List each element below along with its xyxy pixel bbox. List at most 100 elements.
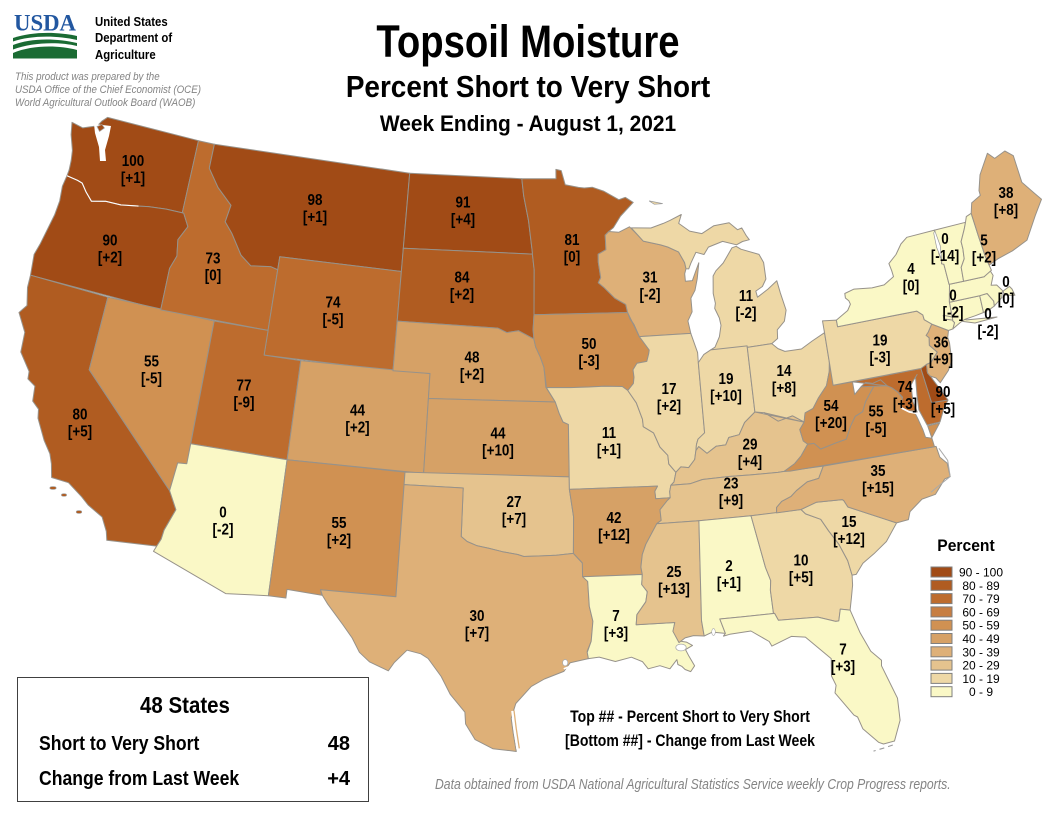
svg-text:0: 0 bbox=[984, 306, 991, 323]
svg-text:[-2]: [-2] bbox=[943, 305, 964, 322]
svg-text:[+10]: [+10] bbox=[482, 443, 514, 460]
svg-text:50: 50 bbox=[582, 336, 597, 353]
svg-text:19: 19 bbox=[719, 371, 734, 388]
svg-text:7: 7 bbox=[839, 642, 846, 659]
svg-text:[+1]: [+1] bbox=[717, 575, 741, 592]
svg-text:55: 55 bbox=[869, 404, 884, 421]
svg-text:0: 0 bbox=[949, 288, 956, 305]
svg-text:0: 0 bbox=[219, 505, 226, 522]
svg-text:91: 91 bbox=[456, 195, 471, 212]
svg-text:[+2]: [+2] bbox=[98, 250, 122, 267]
svg-text:[+7]: [+7] bbox=[465, 625, 489, 642]
svg-text:[+12]: [+12] bbox=[833, 531, 865, 548]
svg-text:0 - 9: 0 - 9 bbox=[969, 685, 993, 699]
svg-text:[+2]: [+2] bbox=[460, 367, 484, 384]
svg-text:90: 90 bbox=[936, 384, 951, 401]
svg-text:73: 73 bbox=[206, 251, 221, 268]
svg-text:[+1]: [+1] bbox=[121, 170, 145, 187]
svg-text:[+15]: [+15] bbox=[862, 480, 894, 497]
svg-text:[+4]: [+4] bbox=[451, 212, 475, 229]
svg-text:44: 44 bbox=[491, 426, 507, 443]
svg-text:20 - 29: 20 - 29 bbox=[962, 659, 1000, 673]
svg-text:[0]: [0] bbox=[998, 291, 1014, 308]
svg-text:[+5]: [+5] bbox=[931, 401, 955, 418]
svg-text:25: 25 bbox=[667, 564, 682, 581]
svg-text:55: 55 bbox=[332, 515, 347, 532]
svg-text:55: 55 bbox=[144, 354, 159, 371]
svg-text:35: 35 bbox=[871, 463, 886, 480]
svg-text:10 - 19: 10 - 19 bbox=[962, 672, 1000, 686]
svg-text:[-2]: [-2] bbox=[213, 522, 234, 539]
svg-text:81: 81 bbox=[565, 232, 580, 249]
svg-text:31: 31 bbox=[643, 270, 658, 287]
svg-text:[+2]: [+2] bbox=[345, 420, 369, 437]
svg-text:0: 0 bbox=[1002, 274, 1009, 291]
svg-text:44: 44 bbox=[350, 403, 366, 420]
svg-text:[-5]: [-5] bbox=[866, 421, 887, 438]
svg-text:38: 38 bbox=[999, 185, 1014, 202]
svg-text:[+9]: [+9] bbox=[929, 352, 953, 369]
svg-text:27: 27 bbox=[507, 494, 522, 511]
svg-text:84: 84 bbox=[455, 270, 471, 287]
svg-text:[-3]: [-3] bbox=[579, 353, 600, 370]
svg-text:54: 54 bbox=[824, 398, 840, 415]
svg-text:[+5]: [+5] bbox=[789, 570, 813, 587]
svg-text:[0]: [0] bbox=[205, 268, 221, 285]
svg-text:[+1]: [+1] bbox=[303, 209, 327, 226]
svg-text:70 - 79: 70 - 79 bbox=[962, 592, 1000, 606]
svg-text:48: 48 bbox=[465, 350, 480, 367]
svg-text:[-9]: [-9] bbox=[234, 395, 255, 412]
svg-text:0: 0 bbox=[941, 231, 948, 248]
svg-text:74: 74 bbox=[898, 379, 914, 396]
svg-text:[+20]: [+20] bbox=[815, 415, 847, 432]
svg-text:[+5]: [+5] bbox=[68, 424, 92, 441]
svg-text:[+9]: [+9] bbox=[719, 493, 743, 510]
svg-text:42: 42 bbox=[607, 510, 622, 527]
svg-text:29: 29 bbox=[743, 437, 758, 454]
svg-text:[+13]: [+13] bbox=[658, 581, 690, 598]
svg-text:[+2]: [+2] bbox=[450, 287, 474, 304]
svg-text:11: 11 bbox=[602, 425, 616, 442]
svg-text:[0]: [0] bbox=[903, 278, 919, 295]
svg-text:[-5]: [-5] bbox=[141, 371, 162, 388]
svg-text:23: 23 bbox=[724, 476, 739, 493]
svg-text:17: 17 bbox=[662, 381, 677, 398]
svg-text:36: 36 bbox=[934, 335, 949, 352]
svg-text:90: 90 bbox=[103, 233, 118, 250]
svg-text:40 - 49: 40 - 49 bbox=[962, 632, 1000, 646]
svg-text:[0]: [0] bbox=[564, 249, 580, 266]
svg-text:100: 100 bbox=[122, 153, 144, 170]
svg-text:80 - 89: 80 - 89 bbox=[962, 579, 1000, 593]
svg-text:[+2]: [+2] bbox=[327, 532, 351, 549]
svg-text:[+12]: [+12] bbox=[598, 527, 630, 544]
svg-text:[-2]: [-2] bbox=[640, 287, 661, 304]
svg-text:98: 98 bbox=[308, 192, 323, 209]
svg-text:[+8]: [+8] bbox=[994, 202, 1018, 219]
svg-text:2: 2 bbox=[725, 558, 732, 575]
svg-text:77: 77 bbox=[237, 378, 252, 395]
svg-text:90 - 100: 90 - 100 bbox=[959, 566, 1003, 580]
svg-text:19: 19 bbox=[873, 333, 888, 350]
svg-text:7: 7 bbox=[612, 608, 619, 625]
svg-text:[-2]: [-2] bbox=[978, 323, 999, 340]
svg-text:[-2]: [-2] bbox=[736, 305, 757, 322]
svg-text:[+8]: [+8] bbox=[772, 380, 796, 397]
svg-text:[+3]: [+3] bbox=[831, 659, 855, 676]
svg-text:80: 80 bbox=[73, 407, 88, 424]
svg-text:[+3]: [+3] bbox=[604, 625, 628, 642]
svg-text:[+3]: [+3] bbox=[893, 396, 917, 413]
svg-text:[+7]: [+7] bbox=[502, 511, 526, 528]
svg-text:5: 5 bbox=[980, 233, 987, 250]
svg-text:60 - 69: 60 - 69 bbox=[962, 605, 1000, 619]
svg-text:30: 30 bbox=[470, 608, 485, 625]
svg-text:50 - 59: 50 - 59 bbox=[962, 619, 1000, 633]
svg-text:USDA: USDA bbox=[14, 12, 76, 36]
svg-text:14: 14 bbox=[777, 363, 793, 380]
svg-text:4: 4 bbox=[907, 261, 915, 278]
svg-text:[-14]: [-14] bbox=[931, 248, 959, 265]
svg-text:[+4]: [+4] bbox=[738, 454, 762, 471]
svg-text:74: 74 bbox=[326, 295, 342, 312]
svg-text:[+2]: [+2] bbox=[972, 250, 996, 267]
svg-text:[+10]: [+10] bbox=[710, 388, 742, 405]
svg-text:11: 11 bbox=[739, 288, 753, 305]
